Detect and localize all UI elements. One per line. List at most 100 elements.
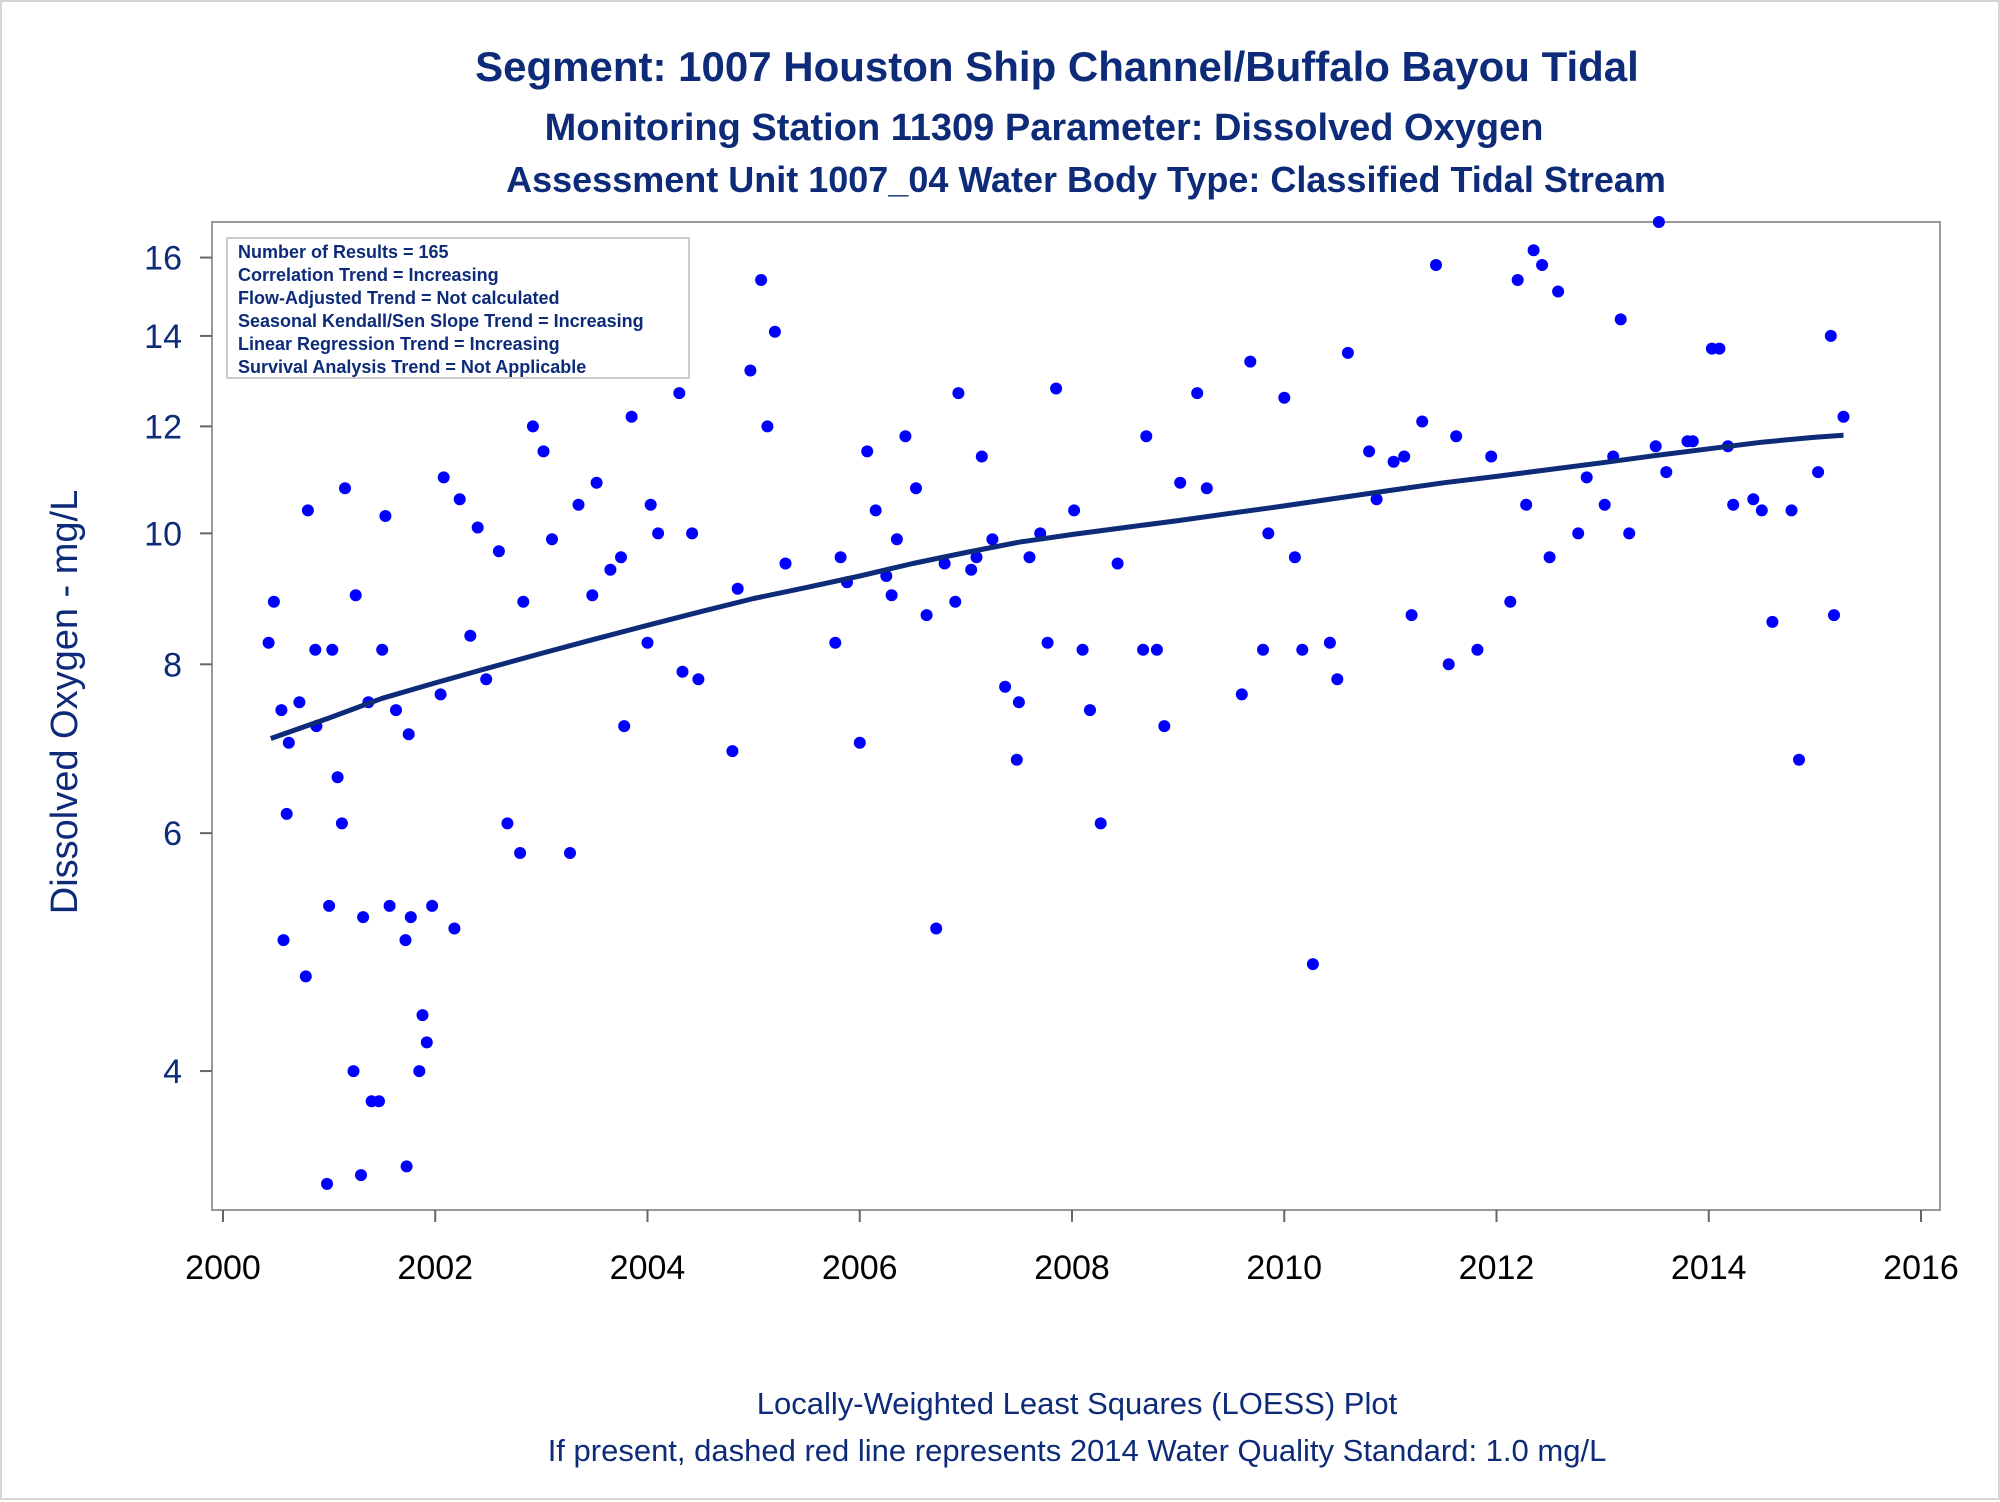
data-point — [282, 736, 295, 749]
data-point — [326, 643, 339, 656]
y-axis-label: Dissolved Oxygen - mg/L — [44, 490, 86, 915]
data-point — [448, 922, 461, 935]
data-point — [437, 471, 450, 484]
data-point — [1485, 450, 1498, 463]
plot-area-frame — [211, 221, 1941, 1211]
stats-line: Number of Results = 165 — [238, 242, 449, 262]
x-tick-label: 2010 — [1246, 1249, 1322, 1287]
data-point — [1012, 696, 1025, 709]
data-point — [1235, 688, 1248, 701]
data-point — [1511, 274, 1524, 286]
data-point — [731, 582, 744, 595]
data-point — [1341, 346, 1354, 359]
data-point — [1288, 551, 1301, 564]
data-point — [1010, 753, 1023, 766]
data-point — [262, 636, 275, 649]
data-point — [390, 704, 402, 717]
data-point — [1150, 643, 1163, 656]
data-point — [537, 445, 550, 458]
y-tick-label: 10 — [144, 515, 182, 553]
y-tick-label: 6 — [163, 815, 182, 853]
data-point — [834, 551, 847, 564]
data-point — [335, 817, 348, 830]
data-point — [501, 817, 514, 830]
data-point — [1793, 753, 1805, 766]
data-point — [267, 595, 280, 608]
stats-line: Survival Analysis Trend = Not Applicable — [238, 357, 586, 377]
data-point — [965, 563, 978, 576]
scatter-points — [262, 216, 1850, 1190]
data-point — [355, 1169, 367, 1182]
data-point — [379, 510, 392, 522]
data-point — [1614, 313, 1627, 326]
data-point — [323, 899, 336, 912]
data-point — [986, 533, 999, 546]
data-point — [644, 498, 657, 511]
data-point — [604, 563, 617, 576]
data-point — [885, 589, 898, 602]
data-point — [673, 387, 686, 400]
data-point — [280, 807, 293, 820]
data-point — [779, 557, 792, 570]
chart-subtitle: Monitoring Station 11309 Parameter: Diss… — [545, 107, 1544, 149]
data-point — [1837, 410, 1850, 423]
data-point — [1450, 430, 1463, 443]
data-point — [1363, 445, 1376, 458]
data-point — [1244, 355, 1257, 368]
chart-subtitle-2: Assessment Unit 1007_04 Water Body Type:… — [506, 159, 1666, 200]
data-point — [1296, 643, 1309, 656]
stats-line: Linear Regression Trend = Increasing — [238, 334, 560, 354]
data-point — [1660, 466, 1673, 479]
data-point — [413, 1065, 426, 1078]
data-point — [572, 498, 585, 511]
data-point — [1050, 382, 1063, 395]
stats-line: Correlation Trend = Increasing — [238, 265, 499, 285]
data-point — [420, 1036, 433, 1049]
x-axis: 2000 2002 2004 2006 2008 2010 2012 2014 2016 — [185, 1210, 1959, 1287]
data-point — [309, 643, 322, 656]
data-point — [625, 410, 638, 423]
data-point — [829, 636, 842, 649]
data-point — [321, 1177, 333, 1190]
data-point — [402, 728, 415, 741]
data-point — [1536, 259, 1549, 271]
data-point — [970, 551, 983, 564]
data-point — [1812, 466, 1825, 479]
data-point — [275, 704, 288, 717]
y-axis: 4 6 8 10 12 14 16 — [144, 240, 212, 1091]
stats-line: Seasonal Kendall/Sen Slope Trend = Incre… — [238, 311, 644, 331]
data-point — [1727, 498, 1740, 511]
data-point — [1442, 658, 1455, 671]
data-point — [1370, 493, 1383, 506]
data-point — [1652, 216, 1665, 228]
data-point — [1094, 817, 1107, 830]
data-point — [1023, 551, 1036, 564]
data-point — [692, 673, 705, 686]
data-point — [1747, 493, 1760, 506]
data-point — [1323, 636, 1336, 649]
data-point — [1828, 609, 1840, 622]
data-point — [357, 911, 370, 924]
footer-line-2: If present, dashed red line represents 2… — [548, 1433, 1607, 1468]
data-point — [938, 557, 951, 570]
data-point — [890, 533, 903, 546]
data-point — [1686, 435, 1699, 448]
data-point — [1140, 430, 1153, 443]
data-point — [1398, 450, 1411, 463]
data-point — [652, 527, 665, 540]
data-point — [383, 899, 396, 912]
data-point — [676, 665, 689, 678]
data-point — [399, 934, 412, 947]
data-point — [999, 680, 1012, 693]
data-point — [1598, 498, 1611, 511]
data-point — [1430, 259, 1442, 271]
data-point — [1552, 285, 1565, 298]
data-point — [899, 430, 912, 443]
data-point — [404, 911, 417, 924]
data-point — [920, 609, 933, 622]
data-point — [277, 934, 290, 947]
data-point — [564, 847, 576, 859]
data-point — [869, 504, 882, 517]
data-point — [464, 629, 477, 642]
data-point — [376, 643, 389, 656]
